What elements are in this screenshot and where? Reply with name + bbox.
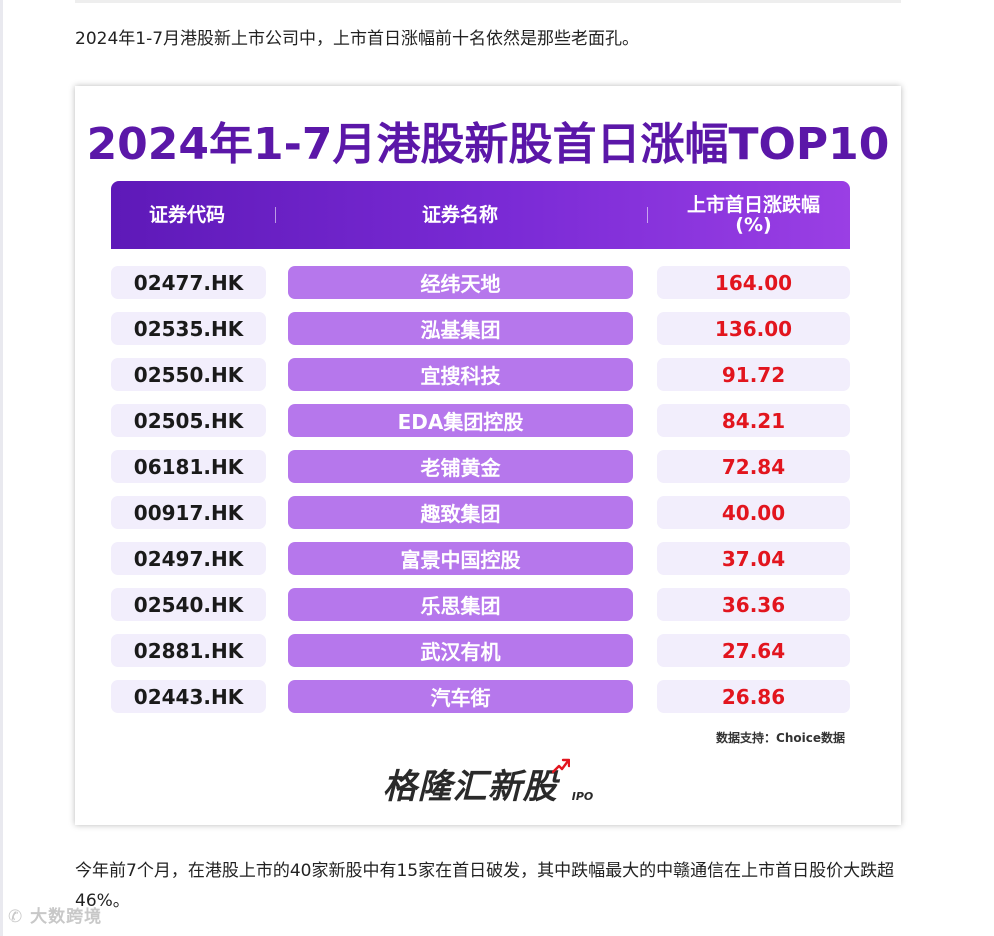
table-row: 02550.HK 宜搜科技 91.72 [111, 358, 850, 391]
header-change-label: 上市首日涨跌幅 (%) [686, 194, 820, 236]
table-row: 02477.HK 经纬天地 164.00 [111, 266, 850, 299]
stock-name: 汽车街 [288, 680, 633, 713]
stock-code: 00917.HK [111, 496, 266, 529]
table-header: 证券代码 证券名称 上市首日涨跌幅 (%) [111, 181, 850, 249]
stock-code: 02505.HK [111, 404, 266, 437]
stock-code: 02477.HK [111, 266, 266, 299]
first-day-change: 136.00 [657, 312, 850, 345]
stock-name: 老铺黄金 [288, 450, 633, 483]
table-row: 02881.HK 武汉有机 27.64 [111, 634, 850, 667]
table-row: 02443.HK 汽车街 26.86 [111, 680, 850, 713]
stock-code: 02535.HK [111, 312, 266, 345]
table-row: 00917.HK 趣致集团 40.00 [111, 496, 850, 529]
stock-code: 02443.HK [111, 680, 266, 713]
stock-name: 富景中国控股 [288, 542, 633, 575]
first-day-change: 26.86 [657, 680, 850, 713]
first-day-change: 37.04 [657, 542, 850, 575]
stock-name: 经纬天地 [288, 266, 633, 299]
first-day-change: 164.00 [657, 266, 850, 299]
header-separator [275, 207, 276, 223]
stock-name: EDA集团控股 [288, 404, 633, 437]
table-row: 02535.HK 泓基集团 136.00 [111, 312, 850, 345]
table-row: 02540.HK 乐思集团 36.36 [111, 588, 850, 621]
logo-text: 格隆汇新股 [382, 767, 558, 807]
header-change: 上市首日涨跌幅 (%) [657, 181, 850, 249]
ranking-image: 2024年1-7月港股新股首日涨幅TOP10 证券代码 证券名称 上市首日涨跌幅… [75, 86, 901, 825]
table-row: 02505.HK EDA集团控股 84.21 [111, 404, 850, 437]
header-name: 证券名称 [421, 204, 498, 226]
header-code: 证券代码 [148, 204, 225, 226]
first-day-change: 91.72 [657, 358, 850, 391]
table-row: 02497.HK 富景中国控股 37.04 [111, 542, 850, 575]
stock-name: 泓基集团 [288, 312, 633, 345]
stock-name: 乐思集团 [288, 588, 633, 621]
stock-name: 宜搜科技 [288, 358, 633, 391]
trend-arrow-icon [551, 758, 570, 778]
intro-paragraph: 2024年1-7月港股新上市公司中，上市首日涨幅前十名依然是那些老面孔。 [75, 29, 640, 49]
stock-name: 趣致集团 [288, 496, 633, 529]
outro-paragraph: 今年前7个月，在港股上市的40家新股中有15家在首日破发，其中跌幅最大的中赣通信… [75, 861, 895, 911]
header-separator [647, 207, 648, 223]
brand-logo: 格隆汇新股 IPO [75, 758, 901, 808]
first-day-change: 40.00 [657, 496, 850, 529]
source-note: 数据支持：Choice数据 [716, 731, 845, 745]
stock-code: 06181.HK [111, 450, 266, 483]
stock-code: 02881.HK [111, 634, 266, 667]
stock-code: 02497.HK [111, 542, 266, 575]
stock-code: 02540.HK [111, 588, 266, 621]
top-divider [75, 0, 901, 3]
weibo-icon: ✆ [8, 907, 24, 927]
image-title: 2024年1-7月港股新股首日涨幅TOP10 [86, 119, 890, 170]
page-left-border [0, 0, 3, 936]
first-day-change: 36.36 [657, 588, 850, 621]
watermark-text: 大数跨境 [30, 907, 103, 927]
logo-ipo: IPO [571, 790, 594, 803]
first-day-change: 72.84 [657, 450, 850, 483]
watermark: ✆ 大数跨境 [8, 902, 102, 927]
table-row: 06181.HK 老铺黄金 72.84 [111, 450, 850, 483]
first-day-change: 84.21 [657, 404, 850, 437]
stock-name: 武汉有机 [288, 634, 633, 667]
first-day-change: 27.64 [657, 634, 850, 667]
stock-code: 02550.HK [111, 358, 266, 391]
